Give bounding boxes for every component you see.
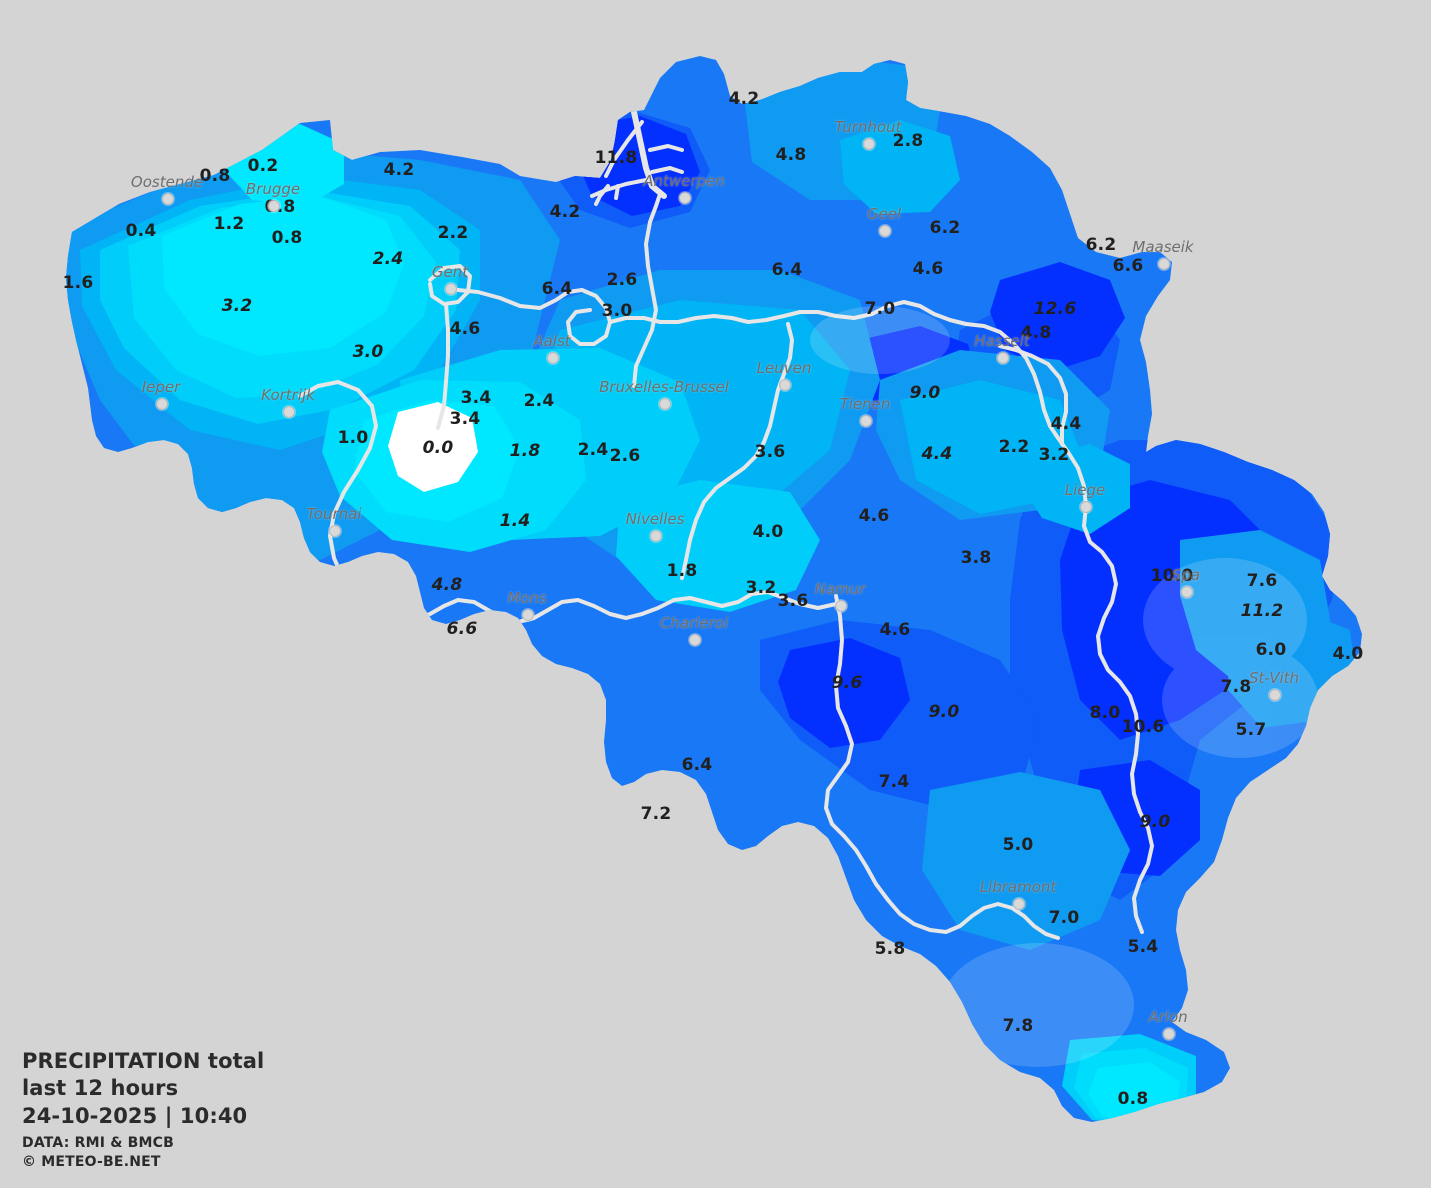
river-and-province-border-lines	[298, 109, 1154, 940]
map-caption: PRECIPITATION total last 12 hours 24-10-…	[22, 1048, 264, 1172]
caption-copyright: © METEO-BE.NET	[22, 1153, 161, 1170]
caption-datetime: 24-10-2025 | 10:40	[22, 1103, 248, 1128]
terrain-stipple-overlay	[810, 306, 1318, 1067]
caption-period: last 12 hours	[22, 1076, 179, 1101]
caption-source: DATA: RMI & BMCB	[22, 1134, 175, 1151]
caption-title: PRECIPITATION total	[22, 1049, 265, 1074]
